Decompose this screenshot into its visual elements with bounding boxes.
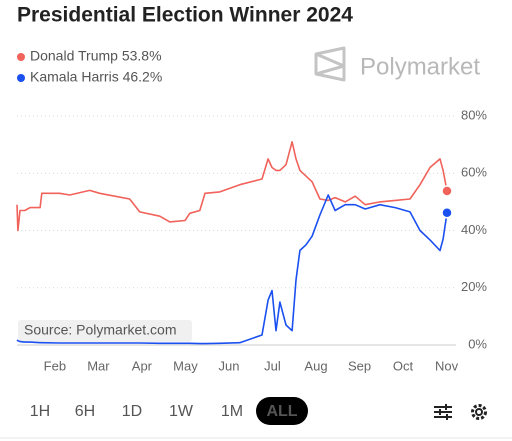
- x-tick-label: May: [173, 358, 198, 373]
- y-tick-label: 20%: [461, 279, 487, 294]
- range-button[interactable]: 6H: [75, 403, 95, 420]
- x-tick-label: Sep: [348, 358, 371, 373]
- x-tick-label: Jul: [264, 358, 281, 373]
- brand-name: Polymarket: [360, 53, 480, 80]
- brand-logo: Polymarket: [314, 46, 480, 82]
- source-label: Source: Polymarket.com: [24, 322, 177, 338]
- y-tick-label: 80%: [461, 107, 487, 122]
- range-button[interactable]: 1D: [122, 403, 142, 420]
- legend-marker: [17, 53, 25, 61]
- legend-label: Donald Trump 53.8%: [30, 48, 162, 64]
- filter-icon[interactable]: [434, 404, 452, 420]
- end-point: [441, 207, 453, 219]
- y-tick-label: 40%: [461, 222, 487, 237]
- settings-icon[interactable]: [471, 404, 487, 420]
- range-button[interactable]: 1M: [221, 403, 243, 420]
- y-tick-label: 0%: [468, 336, 487, 351]
- range-button[interactable]: ALL: [266, 403, 297, 420]
- chart-title: Presidential Election Winner 2024: [17, 4, 353, 27]
- x-tick-label: Nov: [435, 358, 459, 373]
- x-tick-label: Jun: [218, 358, 239, 373]
- x-tick-label: Oct: [393, 358, 414, 373]
- x-tick-label: Mar: [87, 358, 110, 373]
- series-line: [16, 194, 448, 345]
- range-button[interactable]: 1H: [30, 403, 50, 420]
- source-box: [18, 320, 192, 342]
- logo-icon: [314, 46, 346, 82]
- x-tick-label: Aug: [304, 358, 327, 373]
- legend-label: Kamala Harris 46.2%: [30, 69, 162, 85]
- range-button[interactable]: 1W: [169, 403, 194, 420]
- series-line: [16, 141, 448, 232]
- y-tick-label: 60%: [461, 165, 487, 180]
- end-point: [441, 185, 453, 197]
- x-tick-label: Feb: [44, 358, 66, 373]
- x-tick-label: Apr: [132, 358, 153, 373]
- range-button-bg[interactable]: [256, 397, 308, 425]
- legend-marker: [17, 74, 25, 82]
